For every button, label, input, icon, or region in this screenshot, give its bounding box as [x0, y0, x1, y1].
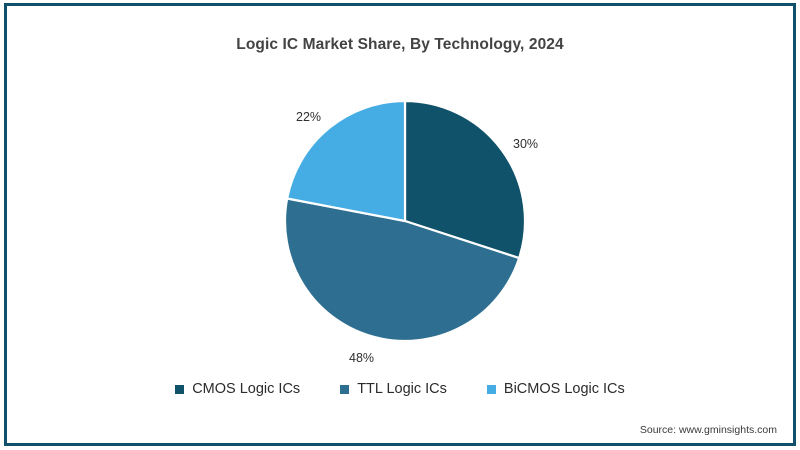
legend-item-bicmos[interactable]: BiCMOS Logic ICs [486, 381, 625, 397]
pie-chart [283, 99, 527, 343]
pie-slice-cmos[interactable] [403, 99, 527, 260]
pie-label-cmos: 30% [513, 137, 539, 151]
pie-label-bicmos: 22% [296, 110, 322, 124]
legend-label-ttl: TTL Logic ICs [357, 381, 447, 397]
legend-item-ttl[interactable]: TTL Logic ICs [340, 381, 447, 397]
chart-legend: CMOS Logic ICs TTL Logic ICs BiCMOS Logi… [0, 381, 800, 397]
pie-label-ttl: 48% [349, 351, 375, 365]
page-title: Logic IC Market Share, By Technology, 20… [236, 36, 564, 53]
legend-swatch-icon-ttl [340, 384, 350, 394]
legend-label-cmos: CMOS Logic ICs [192, 381, 301, 397]
source-attribution: Source: www.gminsights.com [639, 424, 777, 436]
legend-swatch-icon-bicmos [486, 384, 496, 394]
legend-label-bicmos: BiCMOS Logic ICs [503, 381, 625, 397]
legend-swatch-icon-cmos [175, 384, 185, 394]
legend-item-cmos[interactable]: CMOS Logic ICs [175, 381, 300, 397]
pie-slice-bicmos[interactable] [285, 99, 407, 223]
pie-chart-svg [283, 99, 527, 343]
pie-slice-ttl[interactable] [283, 197, 521, 343]
pie-slices [283, 99, 527, 343]
